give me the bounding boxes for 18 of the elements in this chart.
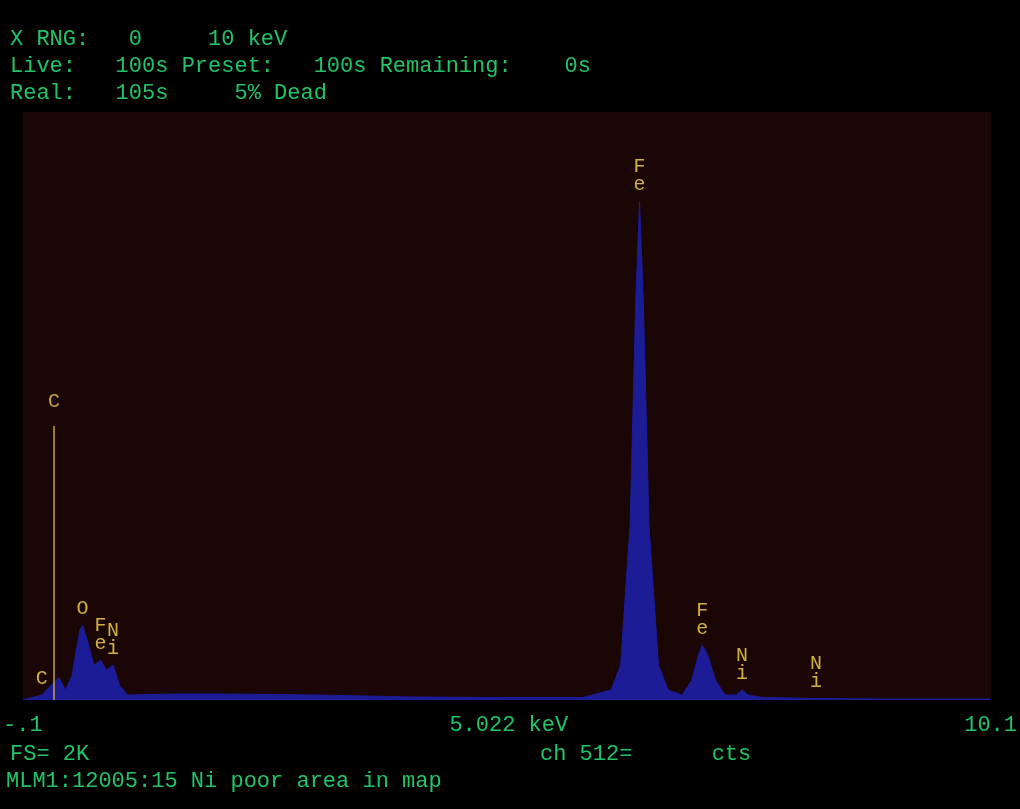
text: X RNG: 0 10 keV [10, 26, 289, 52]
text: ch 512= cts [540, 741, 752, 767]
annotation: Fe [94, 613, 107, 655]
text: MLM1:12005:15 Ni poor area in map [6, 768, 442, 794]
x-tick-label: 10.1 [964, 712, 1017, 738]
annotation: Fe [696, 598, 709, 640]
annotation: Ni [736, 643, 749, 685]
annotation: Fe [633, 155, 646, 197]
annotation: O [76, 596, 89, 620]
text: Live: 100s Preset: 100s Remaining: 0s [10, 53, 591, 79]
x-tick-label: 5.022 keV [449, 712, 569, 738]
text: Real: 105s 5% Dead [10, 80, 327, 106]
annotation: Ni [810, 652, 823, 694]
annotation: Ni [106, 618, 119, 660]
x-tick-label: -.1 [3, 712, 43, 738]
text: FS= 2K [10, 741, 91, 767]
ref-line-label: C [48, 390, 61, 414]
annotation: C [35, 666, 48, 690]
